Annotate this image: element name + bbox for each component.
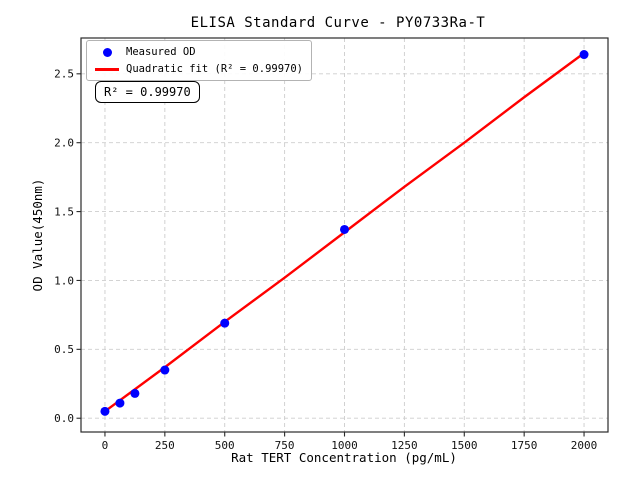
y-tick-label: 2.5 (54, 68, 74, 81)
legend-item-quadratic-fit: Quadratic fit (R² = 0.99970) (95, 63, 303, 75)
data-point (115, 398, 125, 408)
scatter-marker-icon (95, 47, 119, 57)
chart-title: ELISA Standard Curve - PY0733Ra-T (191, 15, 486, 31)
x-tick-label: 1750 (511, 439, 538, 452)
y-tick-label: 0.5 (54, 343, 74, 356)
y-tick-label: 0.0 (54, 412, 74, 425)
y-axis-label: OD Value(450nm) (30, 179, 45, 292)
x-tick-label: 1000 (331, 439, 358, 452)
data-point (160, 365, 170, 375)
x-tick-label: 0 (102, 439, 109, 452)
y-tick-label: 1.0 (54, 274, 74, 287)
x-axis-label: Rat TERT Concentration (pg/mL) (231, 450, 457, 465)
data-point (220, 318, 230, 328)
legend-label: Measured OD (126, 46, 196, 58)
x-tick-label: 500 (215, 439, 235, 452)
data-point (130, 388, 140, 398)
x-tick-label: 250 (155, 439, 175, 452)
legend-label: Quadratic fit (R² = 0.99970) (126, 63, 304, 75)
y-tick-label: 2.0 (54, 136, 74, 149)
legend-item-measured-od: Measured OD (95, 46, 303, 58)
x-tick-label: 1250 (391, 439, 418, 452)
y-tick-label: 1.5 (54, 205, 74, 218)
r-squared-annotation: R² = 0.99970 (95, 81, 200, 103)
x-tick-label: 2000 (571, 439, 598, 452)
line-marker-icon (95, 67, 119, 71)
data-point (579, 50, 589, 60)
legend: Measured OD Quadratic fit (R² = 0.99970) (86, 40, 313, 81)
data-point (100, 406, 110, 416)
x-tick-label: 1500 (451, 439, 478, 452)
x-tick-label: 750 (275, 439, 295, 452)
data-point (340, 224, 349, 234)
